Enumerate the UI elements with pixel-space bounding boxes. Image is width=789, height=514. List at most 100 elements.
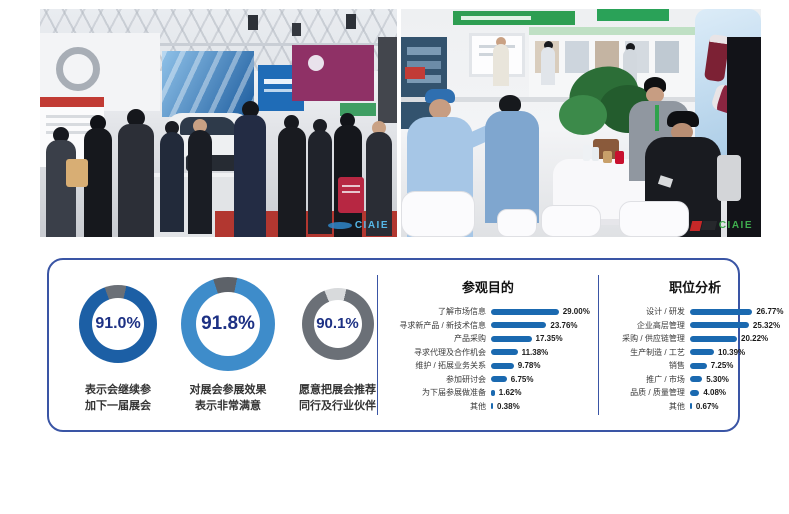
person-body xyxy=(118,124,154,237)
bar-label: 其他 xyxy=(470,401,486,411)
water-bottle xyxy=(592,147,599,161)
booth-header-strip xyxy=(529,27,699,35)
chair xyxy=(619,201,689,237)
poster-text-line xyxy=(46,115,98,118)
bar-label: 寻求代理及合作机会 xyxy=(414,347,486,357)
kiosk-stripe xyxy=(407,47,441,55)
stage-light-icon xyxy=(292,23,301,36)
donut-chart: 91.8% 对展会参展效果 表示非常满意 xyxy=(181,276,275,415)
car-logo-icon xyxy=(327,222,352,229)
donut-caption: 对展会参展效果 表示非常满意 xyxy=(189,383,267,413)
bar xyxy=(689,376,703,383)
pillar xyxy=(378,37,397,123)
red-sign xyxy=(405,67,425,79)
person-head xyxy=(626,43,635,52)
bar-label: 寻求新产品 / 新技术信息 xyxy=(399,320,486,330)
bar xyxy=(491,376,507,383)
section-divider xyxy=(597,275,599,415)
donut-percent: 91.0% xyxy=(95,314,141,332)
watermark-text: CIAIE xyxy=(718,220,753,231)
bar-label: 了解市场信息 xyxy=(438,307,486,317)
bar-label: 产品采购 xyxy=(454,334,486,344)
bar xyxy=(689,362,707,369)
bar-row: 为下届参展做准备 1.62% xyxy=(386,386,590,400)
poster-text-line xyxy=(46,123,98,126)
bar-label: 销售 xyxy=(668,361,685,371)
bar-label: 设计 / 研发 xyxy=(646,307,685,317)
bar-row: 销售 7.25% xyxy=(607,359,784,373)
bar-label: 品质 / 质量管理 xyxy=(630,388,685,398)
bar-row: 其他 0.38% xyxy=(386,400,590,414)
donut-hole: 91.8% xyxy=(196,291,260,356)
bar-value: 17.35% xyxy=(535,334,563,344)
bar-value: 6.75% xyxy=(510,374,534,384)
person-head xyxy=(340,113,355,128)
bar xyxy=(689,349,715,356)
donut-ring: 91.0% xyxy=(79,284,157,363)
black-cap xyxy=(667,111,699,127)
donut-hole: 90.1% xyxy=(313,299,362,348)
sign-circle xyxy=(308,55,324,71)
bar-value: 20.22% xyxy=(741,334,769,344)
bar-rows: 了解市场信息 29.00% 寻求新产品 / 新技术信息 23.76% 产品采购 17.35… xyxy=(386,305,590,413)
person-figure xyxy=(278,115,306,237)
bar-label: 采购 / 供应链管理 xyxy=(622,334,685,344)
bar xyxy=(491,349,518,356)
bar xyxy=(491,362,514,369)
chart-position-analysis: 职位分析 设计 / 研发 26.77% 企业高层管理 25.32% 采购 / 供应链管理… xyxy=(599,277,789,413)
bar-label: 维护 / 拓展业务关系 xyxy=(415,361,486,371)
person-figure xyxy=(118,109,154,237)
person-body xyxy=(46,140,76,237)
person-head xyxy=(671,123,693,141)
led-screen xyxy=(162,51,254,117)
bar-row: 参加研讨会 6.75% xyxy=(386,373,590,387)
bar-row: 设计 / 研发 26.77% xyxy=(607,305,784,319)
person-head xyxy=(193,119,207,133)
green-lanyard xyxy=(655,105,659,131)
bar-row: 寻求新产品 / 新技术信息 23.76% xyxy=(386,319,590,333)
bar xyxy=(689,403,692,410)
bar-value: 11.38% xyxy=(521,347,549,357)
blue-cap xyxy=(425,89,455,103)
bar-value: 9.78% xyxy=(517,361,541,371)
photo-left-exhibition-hall: CIAIE xyxy=(40,9,397,237)
person-body xyxy=(493,44,509,86)
bar-rows: 设计 / 研发 26.77% 企业高层管理 25.32% 采购 / 供应链管理 20.22… xyxy=(607,305,784,413)
soda-can xyxy=(615,151,624,164)
bar xyxy=(491,335,532,342)
water-bottle xyxy=(583,145,590,161)
plant-pot xyxy=(593,139,619,159)
bar-row: 了解市场信息 29.00% xyxy=(386,305,590,319)
bar-value: 0.38% xyxy=(497,401,520,411)
bar-row: 推广 / 市场 5.30% xyxy=(607,373,784,387)
donut-chart: 91.0% 表示会继续参 加下一届展会 xyxy=(79,276,157,415)
sign-text-line xyxy=(264,89,292,92)
person-body xyxy=(727,37,761,237)
bar xyxy=(689,308,753,315)
chart-title: 职位分析 xyxy=(669,280,722,295)
bag-text-line xyxy=(342,191,360,193)
person-figure xyxy=(493,37,509,86)
photo-watermark: CIAIE xyxy=(327,220,389,231)
bar-value: 4.08% xyxy=(703,388,727,398)
booth-logo xyxy=(56,47,100,91)
person-body xyxy=(160,132,184,232)
bar xyxy=(689,322,749,329)
booth-wall-magenta xyxy=(292,45,374,101)
photo-right-exhibition-lounge: CIAIE xyxy=(401,9,761,237)
bar-value: 26.77% xyxy=(756,307,784,317)
person-head xyxy=(284,115,299,130)
person-figure xyxy=(234,101,266,237)
bar-value: 7.25% xyxy=(710,361,734,371)
led-screen-glare xyxy=(162,51,254,117)
bar-row: 寻求代理及合作机会 11.38% xyxy=(386,346,590,360)
person-face xyxy=(646,87,664,103)
tote-bag xyxy=(66,159,88,187)
bar-row: 采购 / 供应链管理 20.22% xyxy=(607,332,784,346)
person-head xyxy=(496,37,506,47)
photo-watermark: CIAIE xyxy=(689,220,753,231)
person-figure xyxy=(308,119,332,234)
person-head xyxy=(372,121,386,135)
kiosk-stripe xyxy=(407,61,441,69)
